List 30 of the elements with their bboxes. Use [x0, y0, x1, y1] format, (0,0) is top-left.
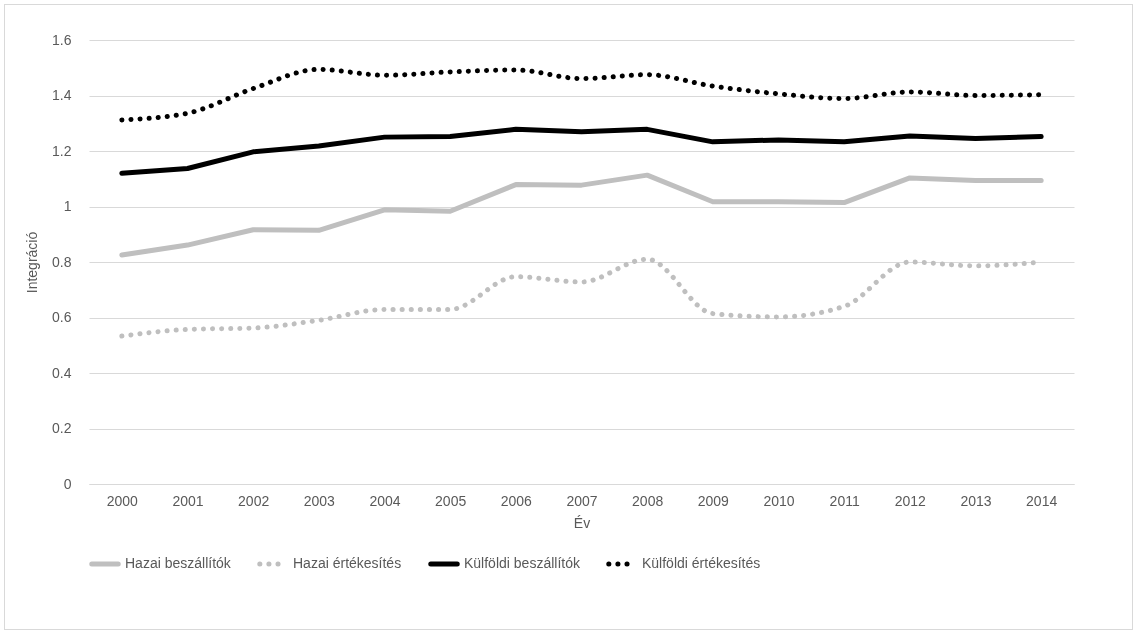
y-tick-label: 0 [63, 475, 72, 492]
x-tick-label: 2014 [1026, 492, 1058, 509]
legend-label: Külföldi beszállítók [464, 555, 581, 571]
legend-label: Hazai értékesítés [293, 555, 402, 571]
x-tick-label: 2010 [763, 492, 795, 509]
x-tick-label: 2003 [303, 492, 336, 509]
y-tick-label: 1.2 [52, 142, 72, 159]
legend-label: Hazai beszállítók [125, 555, 232, 571]
y-tick-label: 0.4 [52, 364, 72, 381]
x-tick-label: 2006 [500, 492, 533, 509]
y-axis-title: Integráció [24, 231, 41, 294]
x-tick-label: 2009 [697, 492, 730, 509]
x-tick-label: 2012 [894, 492, 927, 509]
x-axis-title: Év [573, 514, 591, 531]
y-tick-label: 0.6 [52, 309, 72, 325]
y-tick-label: 1 [63, 198, 72, 214]
legend-label: Külföldi értékesítés [642, 555, 761, 571]
x-tick-label: 2008 [632, 492, 664, 509]
x-tick-label: 2001 [172, 492, 204, 509]
x-tick-label: 2007 [566, 492, 598, 509]
x-tick-label: 2004 [369, 492, 401, 509]
x-tick-label: 2013 [960, 492, 992, 509]
x-tick-label: 2000 [106, 492, 139, 509]
y-tick-label: 1.6 [52, 31, 72, 48]
x-tick-label: 2011 [829, 492, 860, 509]
y-tick-label: 0.8 [52, 253, 72, 270]
x-tick-label: 2002 [238, 492, 270, 509]
y-tick-label: 0.2 [52, 420, 72, 436]
x-tick-label: 2005 [435, 492, 467, 509]
y-tick-label: 1.4 [52, 87, 72, 103]
